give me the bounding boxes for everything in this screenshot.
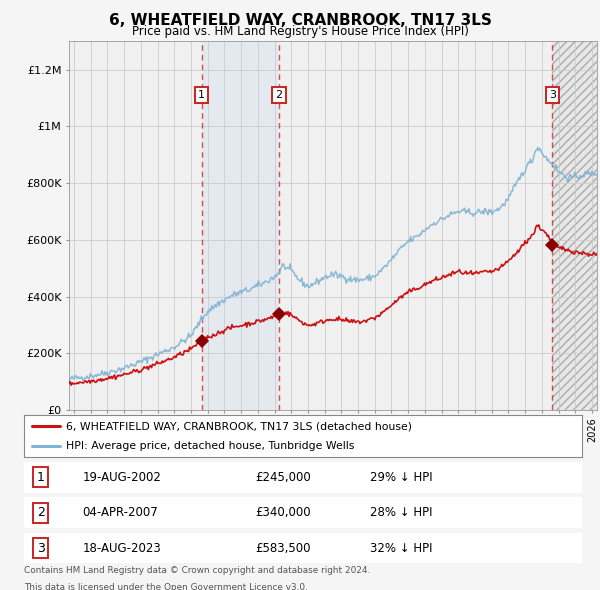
Text: 3: 3	[549, 90, 556, 100]
Text: This data is licensed under the Open Government Licence v3.0.: This data is licensed under the Open Gov…	[24, 583, 308, 590]
Bar	[553, 41, 597, 410]
Text: 29% ↓ HPI: 29% ↓ HPI	[370, 471, 433, 484]
Text: £245,000: £245,000	[256, 471, 311, 484]
Text: 6, WHEATFIELD WAY, CRANBROOK, TN17 3LS (detached house): 6, WHEATFIELD WAY, CRANBROOK, TN17 3LS (…	[66, 421, 412, 431]
Bar	[202, 41, 279, 410]
Text: HPI: Average price, detached house, Tunbridge Wells: HPI: Average price, detached house, Tunb…	[66, 441, 354, 451]
Text: 04-APR-2007: 04-APR-2007	[83, 506, 158, 519]
Text: £340,000: £340,000	[256, 506, 311, 519]
Text: 32% ↓ HPI: 32% ↓ HPI	[370, 542, 433, 555]
Text: 2: 2	[275, 90, 283, 100]
Text: 18-AUG-2023: 18-AUG-2023	[83, 542, 161, 555]
Text: 2: 2	[37, 506, 44, 519]
Text: Price paid vs. HM Land Registry's House Price Index (HPI): Price paid vs. HM Land Registry's House …	[131, 25, 469, 38]
Bar	[553, 41, 597, 410]
Bar	[553, 41, 597, 410]
Text: 6, WHEATFIELD WAY, CRANBROOK, TN17 3LS: 6, WHEATFIELD WAY, CRANBROOK, TN17 3LS	[109, 13, 491, 28]
Text: 1: 1	[37, 471, 44, 484]
Text: £583,500: £583,500	[256, 542, 311, 555]
Text: 1: 1	[198, 90, 205, 100]
Text: 3: 3	[37, 542, 44, 555]
Text: 19-AUG-2002: 19-AUG-2002	[83, 471, 161, 484]
Text: 28% ↓ HPI: 28% ↓ HPI	[370, 506, 433, 519]
Text: Contains HM Land Registry data © Crown copyright and database right 2024.: Contains HM Land Registry data © Crown c…	[24, 566, 370, 575]
